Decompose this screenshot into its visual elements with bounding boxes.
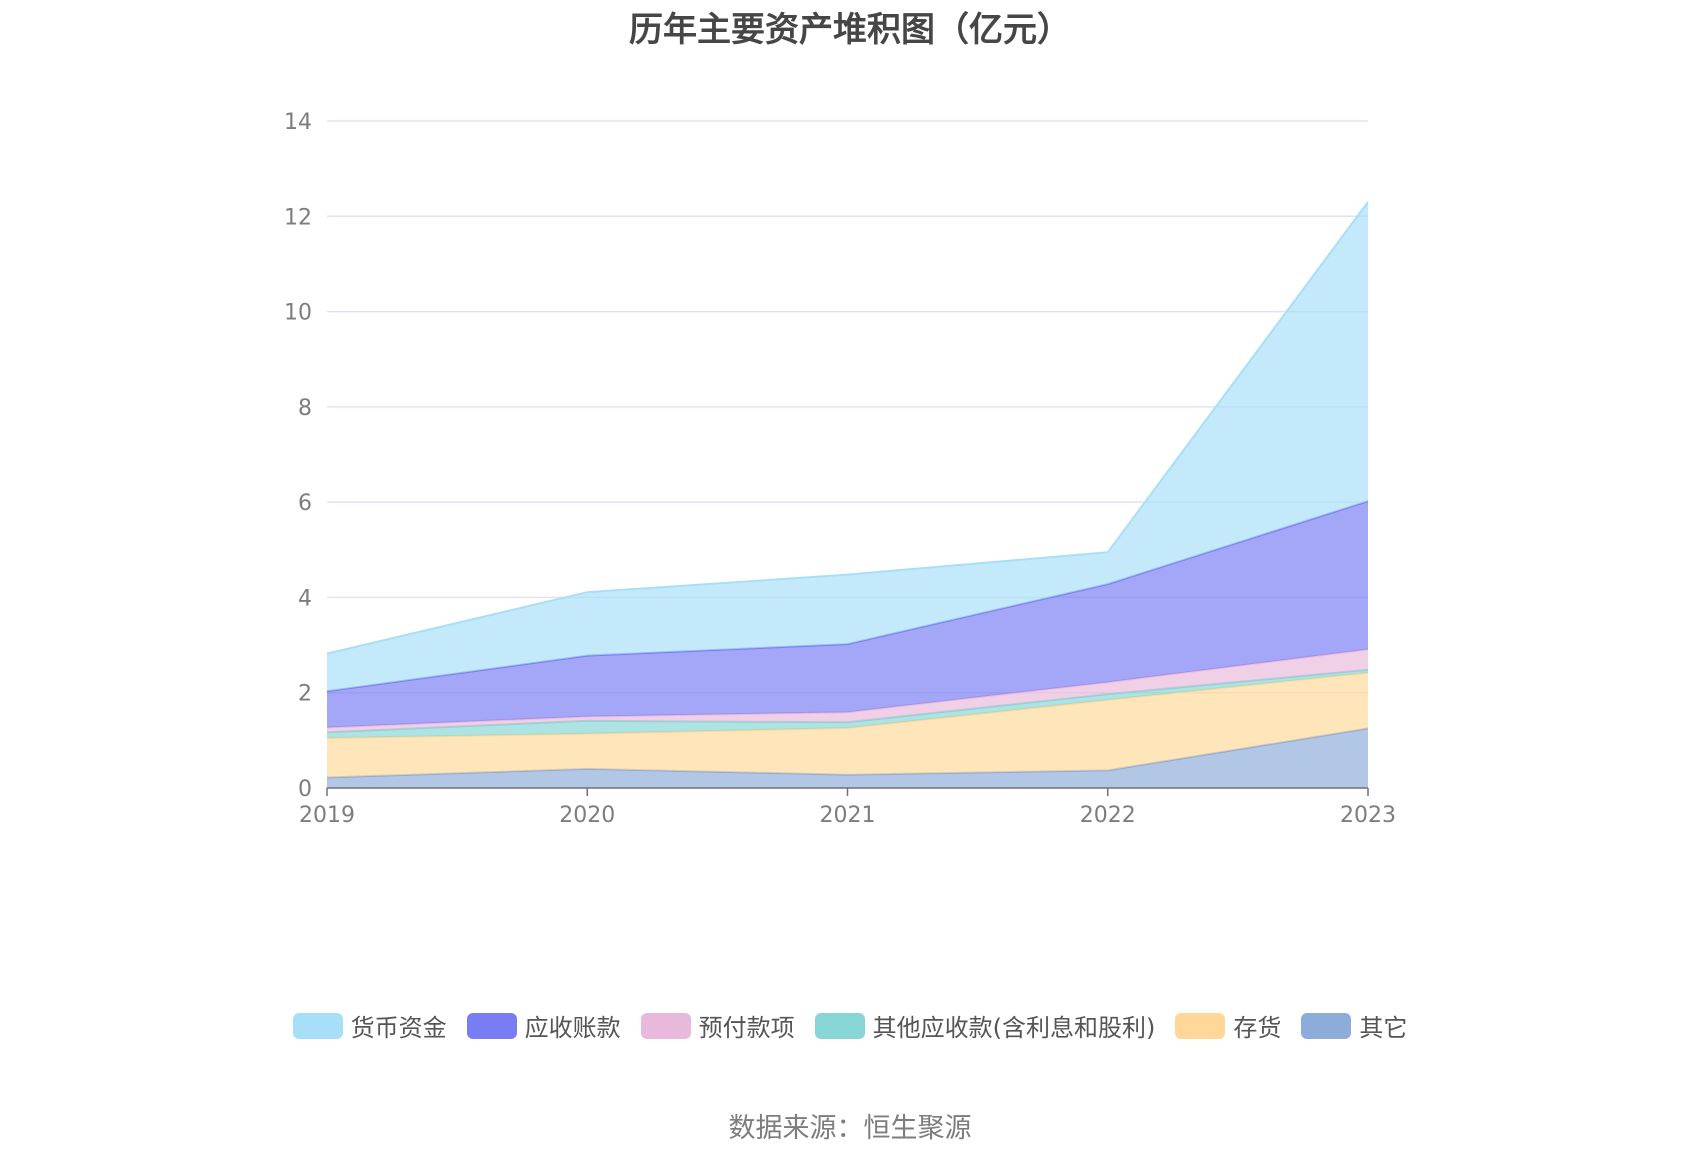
series-line (326, 201, 1369, 655)
y-tick-label: 14 (284, 110, 312, 135)
legend-swatch (292, 1012, 343, 1039)
axes: 0 2 4 6 8 10 12 14 2019 2020 2021 2022 2023 (284, 110, 1396, 828)
legend-item[interactable]: 货币资金 (292, 1008, 447, 1043)
legend-item[interactable]: 存货 (1175, 1008, 1281, 1043)
legend-swatch (814, 1012, 865, 1039)
legend-item[interactable]: 其他应收款(含利息和股利) (814, 1008, 1156, 1043)
series-area (327, 501, 1368, 728)
legend: 货币资金 应收账款 预付款项 其他应收款(含利息和股利) 存货 其它 (0, 1008, 1700, 1043)
legend-item[interactable]: 其它 (1301, 1008, 1407, 1043)
x-tick-label: 2020 (559, 803, 615, 828)
legend-swatch (1301, 1012, 1352, 1039)
legend-label: 货币资金 (350, 1014, 447, 1042)
legend-swatch (1175, 1012, 1226, 1039)
legend-label: 其他应收款(含利息和股利) (872, 1014, 1156, 1042)
legend-label: 其它 (1359, 1014, 1408, 1042)
x-tick-label: 2022 (1080, 803, 1136, 828)
x-tick-label: 2023 (1340, 803, 1396, 828)
series-area (327, 728, 1368, 788)
chart-title: 历年主要资产堆积图（亿元） (629, 10, 1071, 50)
y-tick-label: 8 (298, 396, 312, 421)
legend-label: 存货 (1233, 1014, 1282, 1042)
y-tick-label: 12 (284, 205, 312, 230)
legend-item[interactable]: 预付款项 (640, 1008, 795, 1043)
y-tick-label: 0 (298, 777, 312, 802)
legend-swatch (466, 1012, 517, 1039)
y-tick-label: 4 (298, 586, 312, 611)
y-tick-label: 10 (284, 301, 312, 326)
legend-swatch (640, 1012, 691, 1039)
y-tick-label: 2 (298, 682, 312, 707)
data-source: 数据来源：恒生聚源 (728, 1113, 972, 1144)
legend-label: 预付款项 (698, 1014, 795, 1042)
legend-item[interactable]: 应收账款 (466, 1008, 621, 1043)
x-tick-label: 2019 (299, 803, 355, 828)
series-area (327, 672, 1368, 778)
legend-label: 应收账款 (524, 1014, 621, 1042)
x-tick-label: 2021 (820, 803, 876, 828)
area-series (326, 201, 1369, 788)
series-area (327, 202, 1368, 692)
y-tick-label: 6 (298, 491, 312, 516)
